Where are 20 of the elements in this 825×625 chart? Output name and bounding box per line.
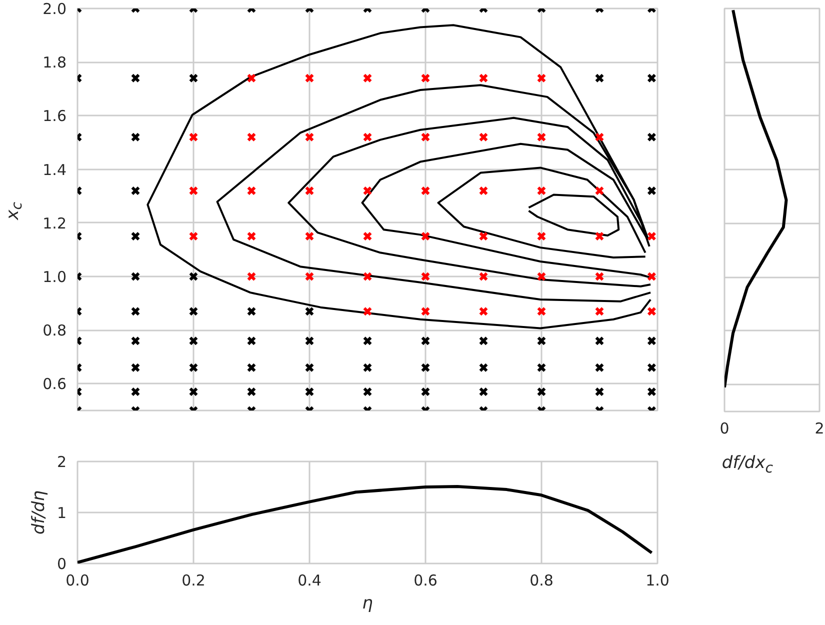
y-tick-label: 0.6 [42,375,67,394]
y-axis-title: df/dη [28,490,49,535]
y-tick-label: 1.2 [42,214,67,232]
y-tick-label: 1.8 [42,54,67,72]
y-tick-label: 2 [56,453,67,471]
x-tick-label: 1.0 [646,572,670,590]
x-tick-label: 0.0 [66,572,90,590]
y-tick-label: 0.8 [42,322,67,340]
y-tick-label: 0 [56,555,67,573]
y-tick-label: 1 [56,504,67,522]
y-tick-label: 1.6 [42,107,67,126]
x-tick-label: 0.4 [298,572,322,590]
x-axis-title: η [362,594,374,614]
x-tick-label: 0.6 [414,572,438,590]
y-tick-label: 2.0 [42,0,67,18]
x-tick-label: 0.2 [182,572,206,590]
y-tick-label: 1.4 [42,160,67,179]
x-tick-label: 0.8 [530,572,554,590]
y-tick-label: 1.0 [42,268,67,286]
x-axis-title: df/dx$_{c}$ [722,452,774,479]
